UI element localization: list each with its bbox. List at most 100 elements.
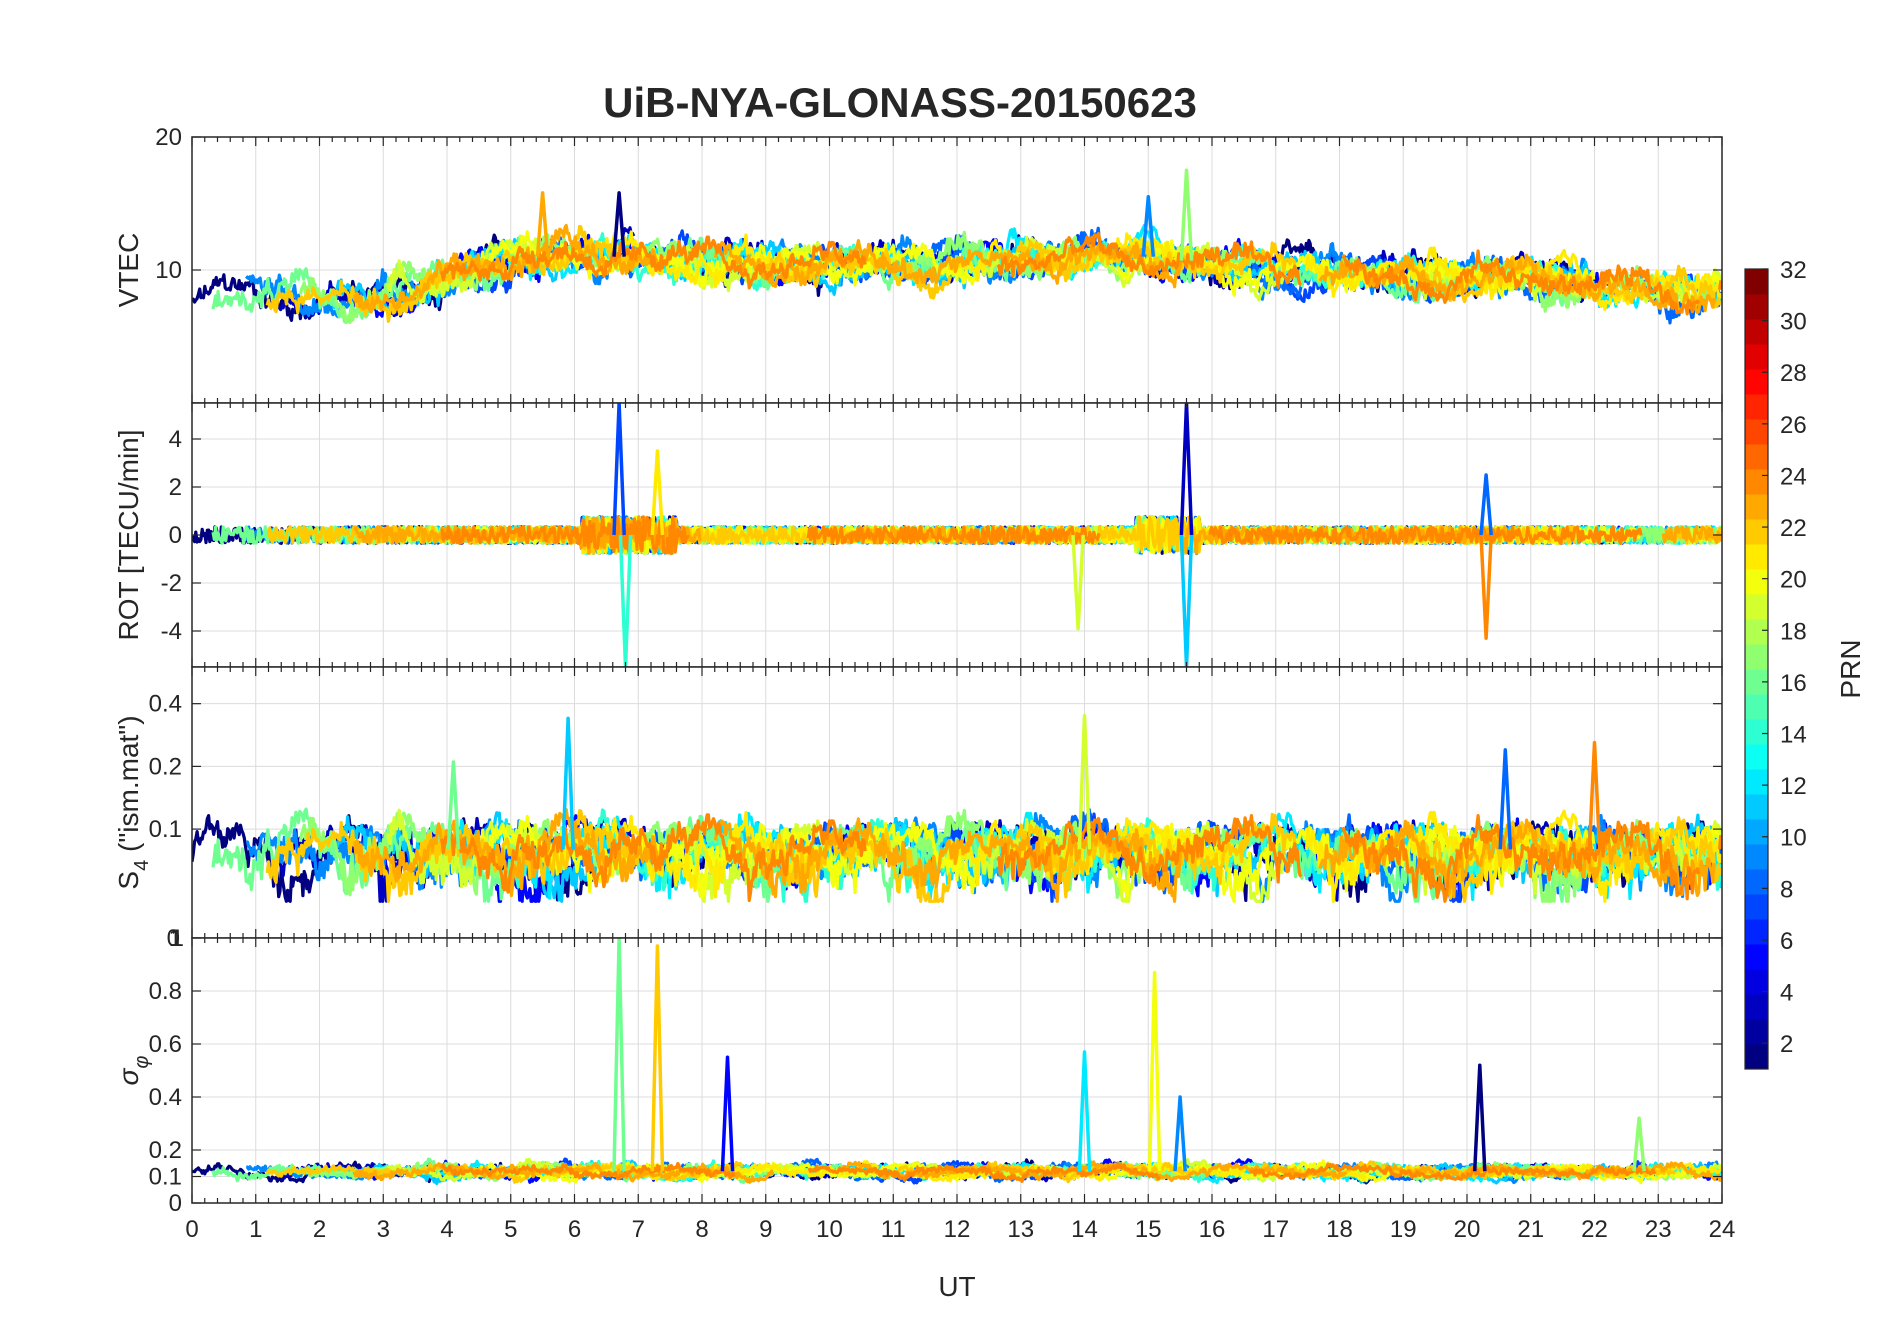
series-line-prn-24 [440,813,867,903]
colorbar-swatch [1745,319,1768,345]
x-tick-label: 2 [313,1216,326,1243]
y-tick-label: 0.6 [149,1031,182,1058]
series-peak-prn-3 [1179,403,1194,536]
series-peak-prn-7 [612,403,626,536]
series-peak-prn-9 [1173,1095,1187,1172]
series-peak-prn-19 [1077,714,1092,850]
y-tick-label: 0.4 [149,691,182,718]
chart-title: UiB-NYA-GLONASS-20150623 [603,79,1197,126]
x-tick-label: 23 [1645,1216,1672,1243]
y-tick-label: 0.4 [149,1084,182,1111]
series-peak-prn-1 [612,191,626,257]
series-peak-prn-16 [446,760,461,850]
panel-vtec: 10 20 VTEC [113,124,1723,404]
y-axis-label-s4: S4 ("ism.mat") [113,715,153,889]
colorbar-tick-label: 30 [1780,309,1807,336]
x-tick-label: 20 [1454,1216,1481,1243]
colorbar-tick-label: 12 [1780,773,1807,800]
series-peak-prn-24 [1479,534,1493,640]
series-line-prn-24 [1249,1162,1657,1181]
colorbar-swatch [1745,569,1768,595]
series-peak-prn-8 [1498,748,1513,850]
colorbar-swatch [1745,1019,1768,1045]
panel-s4-x-ticks [191,667,1723,938]
x-tick-label: 18 [1326,1216,1353,1243]
colorbar-tick-label: 20 [1780,567,1807,594]
x-tick-label: 21 [1517,1216,1544,1243]
series-line-prn-24 [1341,814,1701,903]
y-tick-label: 0.8 [149,978,182,1005]
y-tick-label: 10 [155,257,182,284]
colorbar-swatch [1745,1044,1768,1070]
colorbar-swatch [1745,619,1768,645]
colorbar-swatch [1745,469,1768,495]
colorbar-tick-label: 8 [1780,876,1793,903]
colorbar-swatch [1745,594,1768,620]
series-line-prn-24 [1718,280,1722,291]
series-peak-prn-11 [1179,534,1194,667]
series-peak-prn-17 [1179,168,1194,261]
colorbar-tick-label: 32 [1780,257,1807,284]
series-peak-prn-21 [650,449,665,536]
colorbar-swatch [1745,919,1768,945]
x-tick-label: 10 [816,1216,843,1243]
series-line-prn-24 [1208,525,1643,545]
colorbar-label: PRN [1835,639,1866,698]
colorbar-swatch [1745,794,1768,820]
y-tick-label: -4 [161,618,182,645]
x-tick-label: 24 [1709,1216,1736,1243]
colorbar-swatch [1745,344,1768,370]
colorbar-swatch [1745,519,1768,545]
series-line-prn-24 [1718,834,1722,850]
colorbar-swatch [1745,644,1768,670]
y-axis-label-sigma_phi: σφ [113,1056,153,1086]
series-peak-prn-12 [1077,1050,1092,1172]
series-line-prn-24 [806,525,1101,545]
series-line-prn-24 [807,1162,1161,1183]
series-peak-prn-9 [1141,195,1156,257]
series-peak-prn-19 [1071,534,1085,631]
colorbar-swatch [1745,744,1768,770]
series-line-prn-24 [440,1161,736,1181]
y-tick-label: 0.1 [149,1164,182,1191]
colorbar-swatch [1745,369,1768,395]
x-tick-label: 22 [1581,1216,1608,1243]
colorbar-swatch [1745,269,1768,295]
series-peak-prn-16 [612,938,626,1172]
y-tick-label: 0.2 [149,753,182,780]
x-tick-label: 9 [759,1216,772,1243]
y-axis-label-rest: ("ism.mat") [113,715,144,859]
y-tick-label: 4 [169,426,182,453]
series-line-prn-24 [440,515,690,556]
colorbar-swatch [1745,994,1768,1020]
colorbar-tick-label: 24 [1780,463,1807,490]
x-tick-label: 15 [1135,1216,1162,1243]
panel-rot-x-ticks [191,403,1723,667]
series-line-prn-23 [714,817,1185,903]
colorbar-tick-label: 10 [1780,825,1807,852]
colorbar-tick-label: 16 [1780,670,1807,697]
x-axis-label: UT [938,1271,975,1302]
panel-sigma_phi-series [192,938,1722,1186]
y-tick-label: 2 [169,474,182,501]
x-tick-label: 8 [695,1216,708,1243]
colorbar-swatch [1745,894,1768,920]
panel-vtec-series [192,168,1722,325]
x-tick-label: 12 [944,1216,971,1243]
colorbar-swatch [1745,969,1768,995]
series-peak-prn-24 [1587,740,1602,850]
colorbar-tick-label: 2 [1780,1031,1793,1058]
colorbar-tick-label: 28 [1780,360,1807,387]
x-tick-label: 14 [1071,1216,1098,1243]
colorbar-tick-label: 26 [1780,412,1807,439]
colorbar-swatch [1745,944,1768,970]
colorbar-outline [1744,268,1769,1070]
series-peak-prn-11 [561,716,575,850]
y-tick-label: 1 [169,925,182,952]
y-tick-label: 0 [169,522,182,549]
series-line-prn-24 [1341,249,1701,316]
y-axis-label-vtec: VTEC [113,233,144,308]
panel-rot-series [192,403,1722,667]
